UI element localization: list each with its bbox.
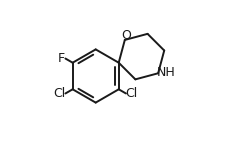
Text: F: F [58, 52, 65, 65]
Text: Cl: Cl [126, 87, 138, 100]
Text: NH: NH [157, 66, 176, 79]
Text: O: O [121, 29, 131, 42]
Text: Cl: Cl [54, 87, 66, 100]
